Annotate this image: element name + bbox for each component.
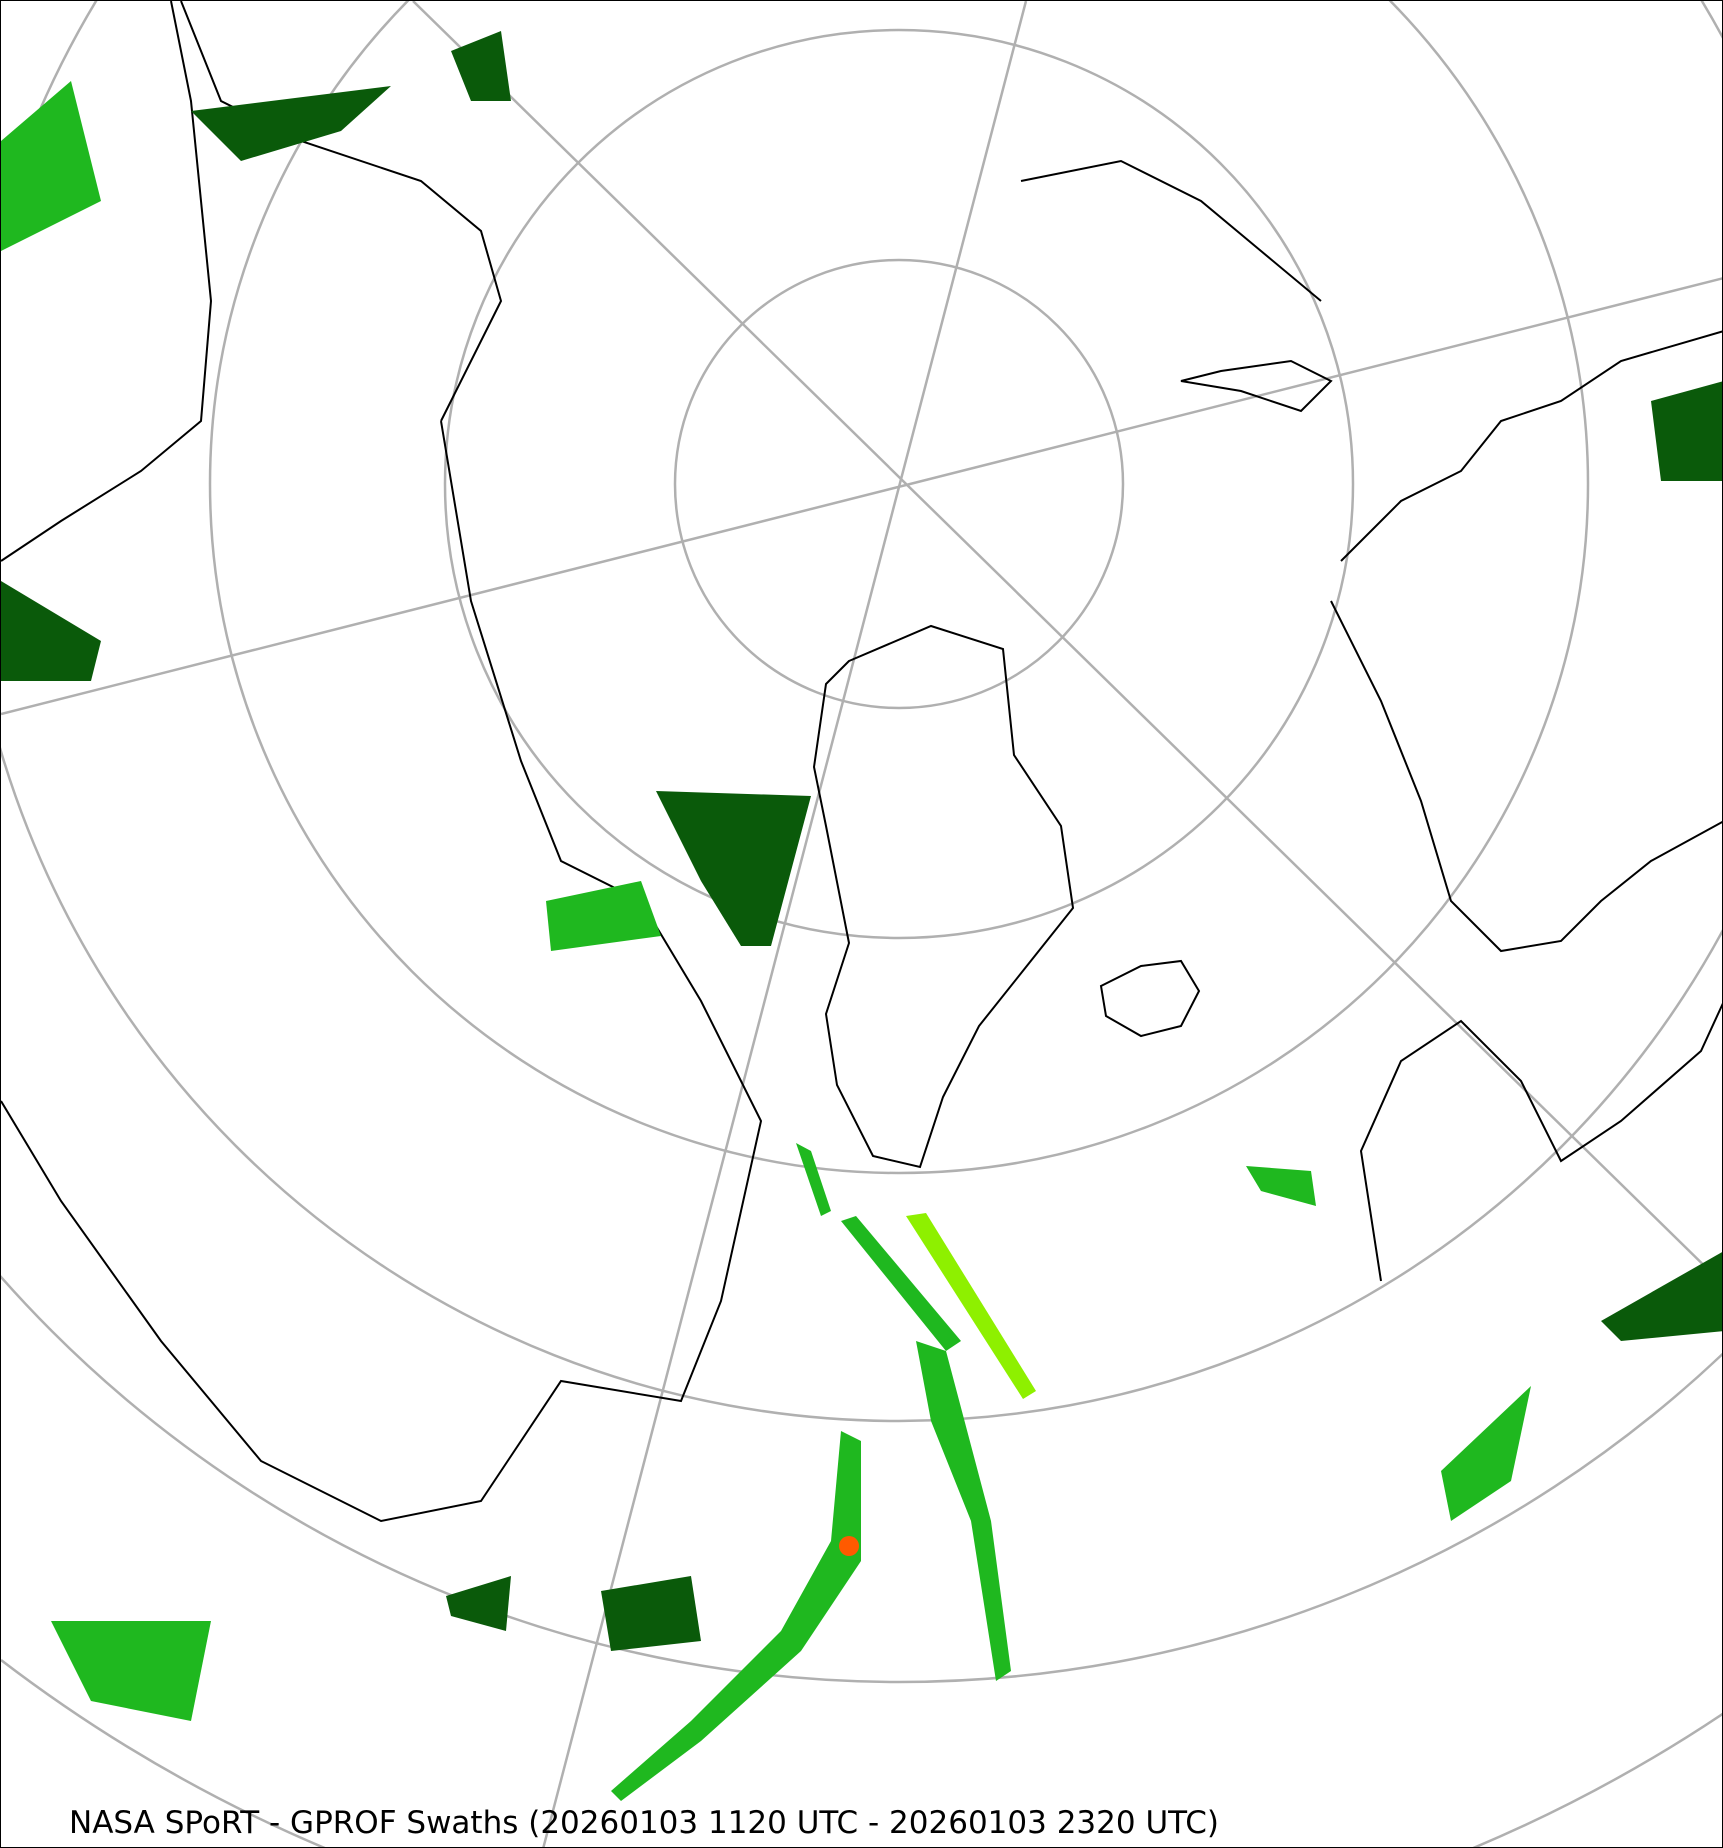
precip-swath — [841, 1216, 961, 1351]
greenland-coast — [812, 624, 1075, 1169]
precip-area — [51, 1621, 211, 1721]
precipitation — [1, 31, 1722, 1801]
eurasia-coast — [1020, 159, 1722, 562]
meridian-line — [412, 1, 1722, 1285]
precip-area — [451, 31, 511, 101]
canada-coast — [1, 1, 763, 1523]
precip-swath — [611, 1431, 861, 1801]
meridian-line — [542, 1, 1028, 1847]
precip-swath — [906, 1213, 1036, 1399]
precip-heavy-cell — [839, 1536, 859, 1556]
scandinavia-coast — [1359, 1002, 1722, 1282]
precip-area — [1601, 1252, 1722, 1341]
precip-area — [446, 1576, 511, 1631]
latitude-circle-40 — [1, 1274, 1722, 1683]
latitude-circle-30-left-arc — [1, 1659, 326, 1847]
precip-area — [1441, 1386, 1531, 1521]
precip-swath — [916, 1341, 1011, 1681]
iceland-coast — [1099, 959, 1201, 1038]
europe-coast — [1330, 600, 1722, 953]
latitude-circle-80 — [673, 258, 1125, 710]
latitude-circle-60 — [208, 1, 1590, 1175]
alaska-coast — [1, 1, 213, 562]
map-caption: NASA SPoRT - GPROF Swaths (20260103 1120… — [69, 1805, 1219, 1841]
precip-swath — [796, 1143, 831, 1216]
latitude-circle-30-right-arc — [1472, 1712, 1722, 1847]
precip-area — [601, 1576, 701, 1651]
precip-area — [1246, 1166, 1316, 1206]
coastlines — [1, 1, 1722, 1523]
precip-area — [1, 581, 101, 681]
latitude-circle-50 — [1, 1, 1722, 1422]
precip-area — [1, 81, 101, 251]
precip-area — [546, 881, 661, 951]
latitude-circle-70 — [443, 28, 1355, 940]
precip-area — [1651, 381, 1722, 481]
meridian-line — [1, 277, 1722, 716]
precip-area — [191, 86, 391, 161]
precip-area — [656, 791, 811, 946]
